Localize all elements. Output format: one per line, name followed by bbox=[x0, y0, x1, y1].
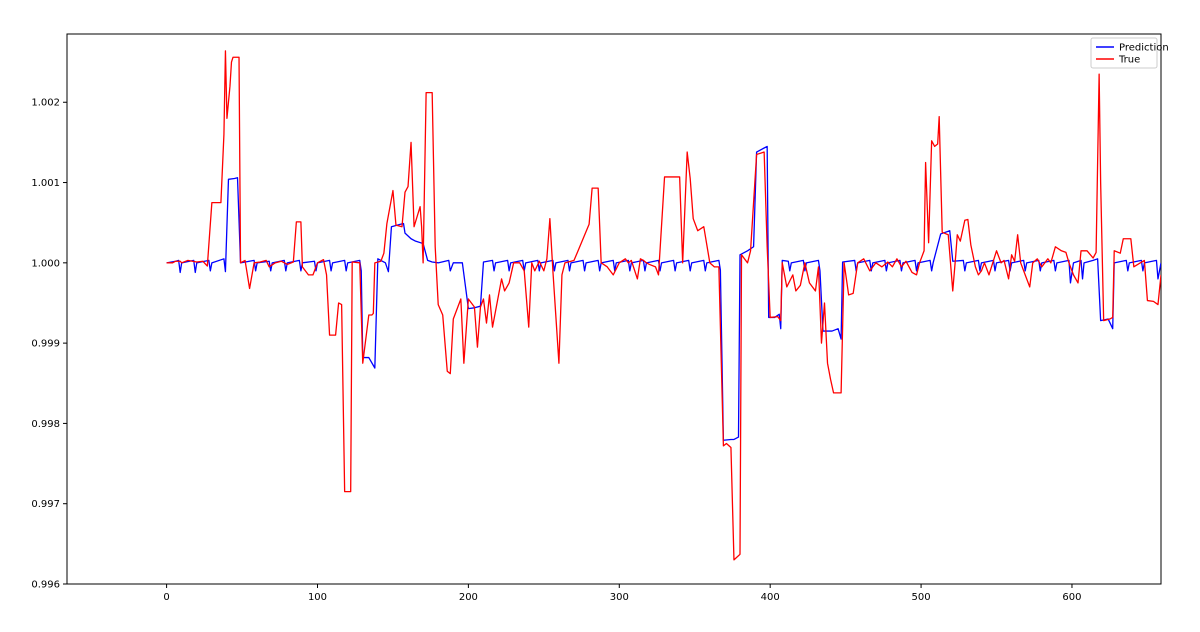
y-tick-label: 1.000 bbox=[31, 258, 60, 269]
y-tick-label: 1.002 bbox=[31, 98, 60, 109]
x-tick-label: 400 bbox=[761, 592, 780, 603]
legend-label-true: True bbox=[1118, 55, 1140, 66]
y-tick-label: 1.001 bbox=[31, 178, 60, 189]
y-tick-label: 0.997 bbox=[31, 499, 60, 510]
legend-box bbox=[1090, 37, 1158, 69]
x-tick-label: 100 bbox=[308, 592, 327, 603]
legend-label-prediction: Prediction bbox=[1119, 43, 1169, 54]
series-line-prediction bbox=[166, 145, 1161, 441]
x-tick-label: 300 bbox=[610, 592, 629, 603]
x-tick-label: 0 bbox=[163, 592, 169, 603]
y-tick-label: 0.998 bbox=[31, 419, 60, 430]
x-tick-label: 500 bbox=[912, 592, 931, 603]
series-line-true bbox=[166, 50, 1161, 561]
y-tick-label: 0.999 bbox=[31, 339, 60, 350]
y-tick-label: 0.996 bbox=[31, 580, 60, 591]
plot-frame bbox=[66, 33, 1162, 585]
x-tick-label: 600 bbox=[1062, 592, 1081, 603]
x-tick-label: 200 bbox=[459, 592, 478, 603]
